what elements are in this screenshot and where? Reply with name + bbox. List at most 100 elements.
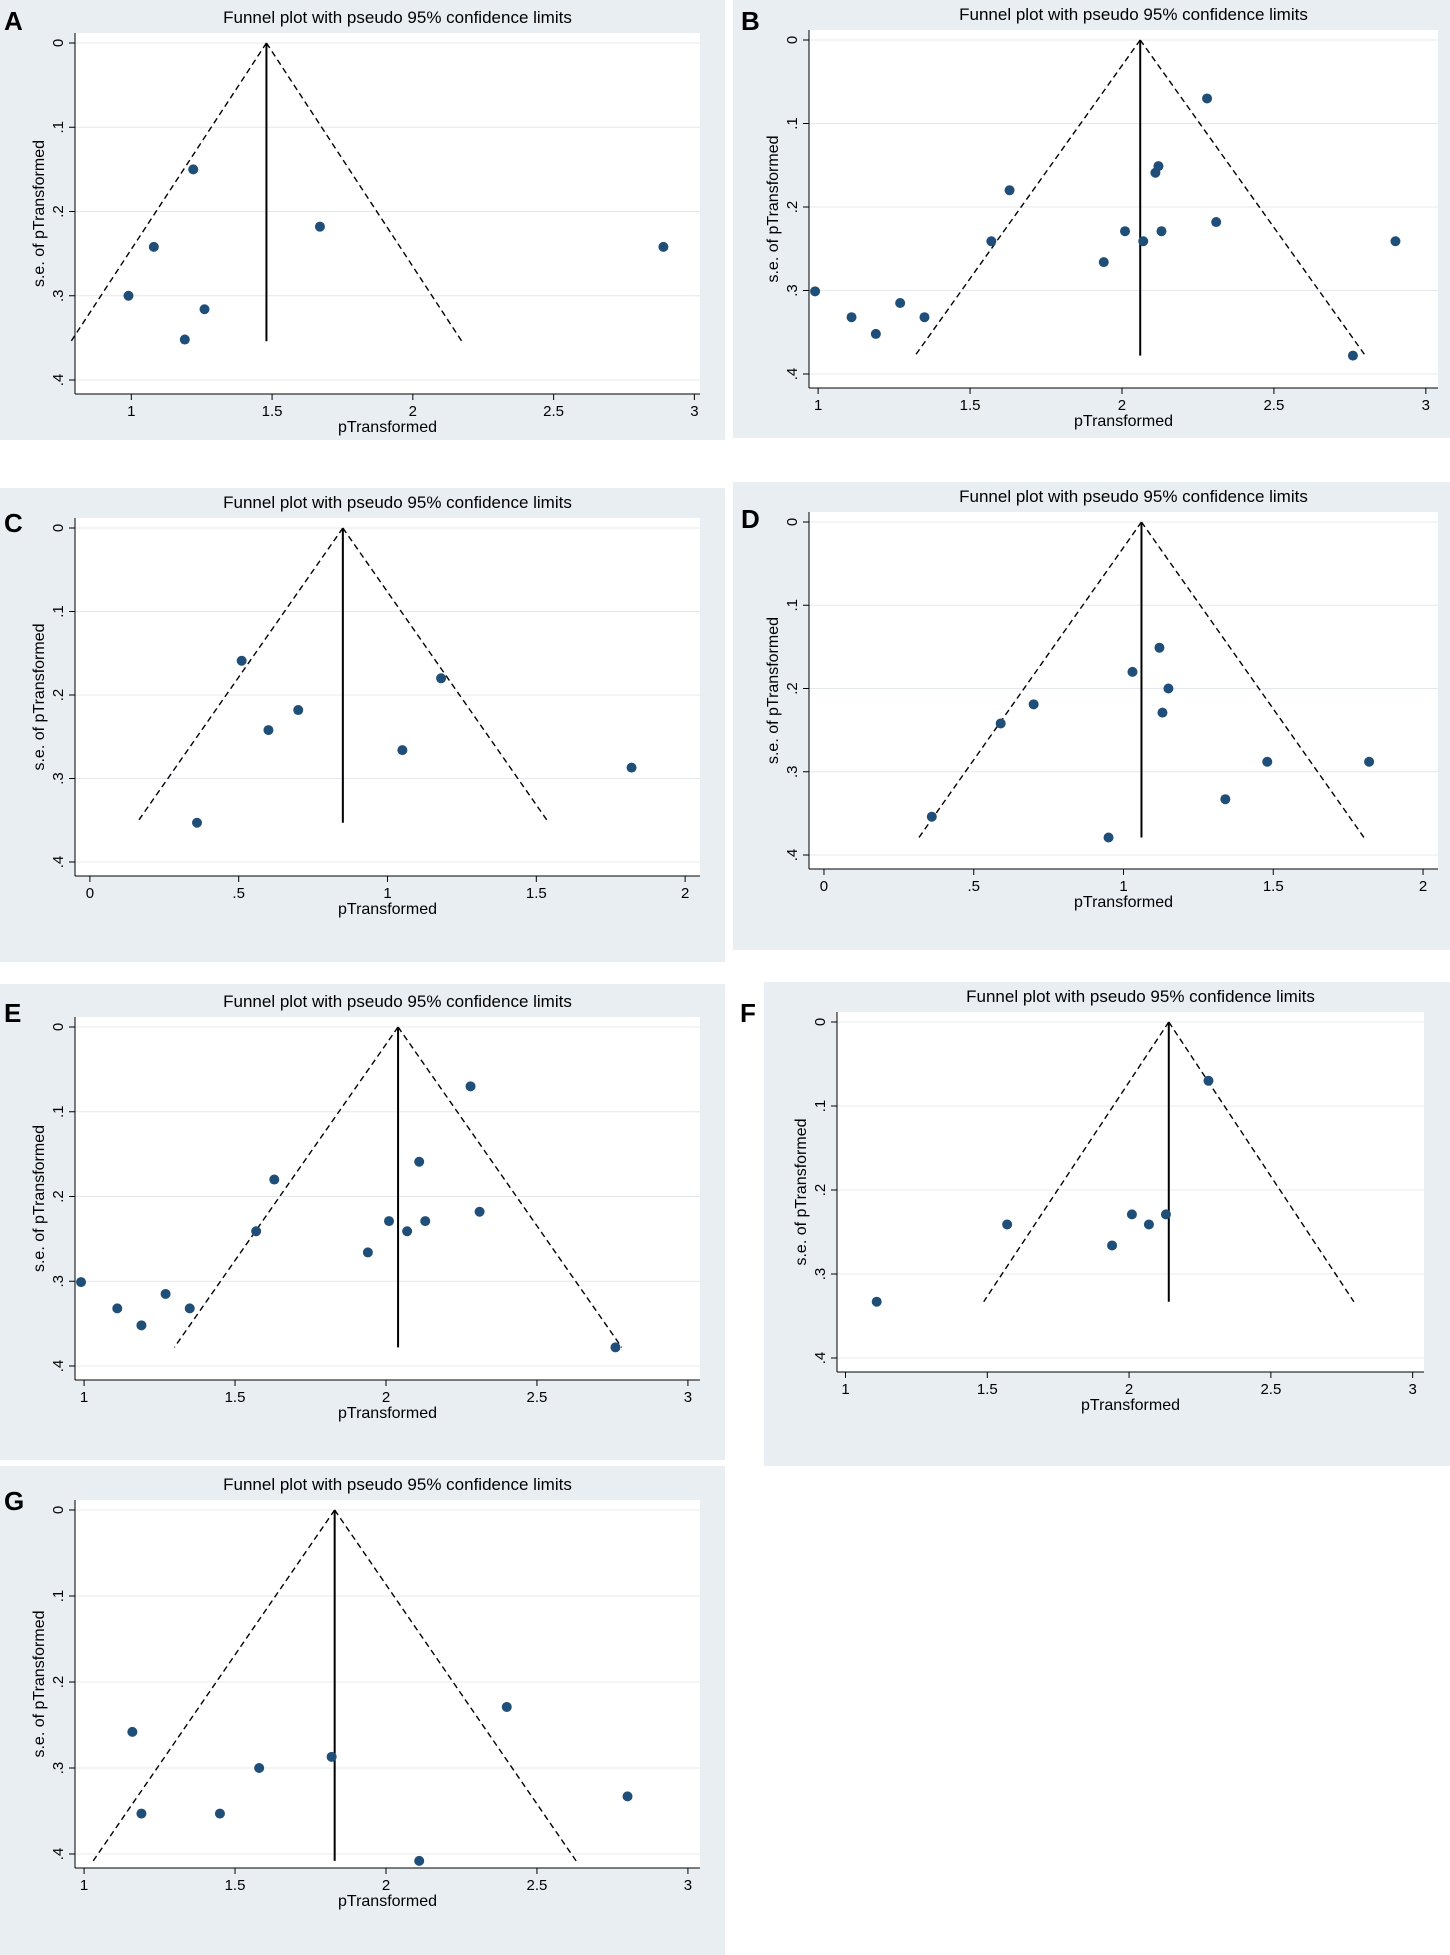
y-tick-label: .2	[50, 1676, 67, 1689]
y-axis-label: s.e. of pTransformed	[31, 1610, 48, 1757]
data-point	[148, 241, 159, 252]
data-point	[1153, 161, 1164, 172]
data-point	[1107, 1240, 1118, 1251]
data-point	[870, 328, 881, 339]
y-tick-label: .2	[784, 201, 801, 214]
x-axis-label: pTransformed	[1081, 1397, 1180, 1414]
y-tick-label: .4	[50, 374, 67, 387]
data-point	[871, 1296, 882, 1307]
y-tick-label: .3	[812, 1268, 829, 1281]
y-tick-label: 0	[50, 39, 67, 47]
data-point	[160, 1288, 171, 1299]
lower-confidence-limit	[173, 1026, 399, 1348]
data-point	[184, 1303, 195, 1314]
x-tick-label: 2	[681, 885, 689, 902]
plot-area	[75, 1017, 700, 1380]
data-point	[199, 304, 210, 315]
data-point	[1364, 756, 1375, 767]
data-point	[236, 655, 247, 666]
x-tick-label: 2.5	[1260, 1381, 1281, 1398]
lower-confidence-limit	[92, 1509, 336, 1862]
x-tick-label: 2	[382, 1389, 390, 1406]
plot-area	[75, 33, 700, 394]
x-tick-label: 1	[841, 1381, 849, 1398]
data-point	[501, 1701, 512, 1712]
x-tick-label: 2.5	[527, 1389, 548, 1406]
y-axis-label: s.e. of pTransformed	[31, 140, 48, 287]
data-point	[610, 1342, 621, 1353]
y-tick-label: .4	[50, 1848, 67, 1861]
x-tick-label: 1.5	[960, 397, 981, 414]
x-tick-label: 1	[383, 885, 391, 902]
panel-label: C	[4, 508, 23, 538]
upper-confidence-limit	[334, 1509, 577, 1862]
data-point	[1103, 832, 1114, 843]
data-point	[926, 811, 937, 822]
y-axis-label: s.e. of pTransformed	[765, 135, 782, 282]
data-point	[1154, 642, 1165, 653]
panel-label: G	[4, 1486, 25, 1516]
y-tick-label: .3	[784, 284, 801, 297]
data-point	[995, 718, 1006, 729]
x-tick-label: 2	[1419, 878, 1427, 895]
x-tick-label: 3	[1422, 397, 1430, 414]
y-tick-label: .3	[50, 772, 67, 785]
chart-title: Funnel plot with pseudo 95% confidence l…	[223, 1475, 572, 1494]
y-tick-label: .1	[50, 1105, 67, 1118]
data-point	[622, 1791, 633, 1802]
data-point	[293, 705, 304, 716]
data-point	[1211, 217, 1222, 228]
data-point	[314, 221, 325, 232]
upper-confidence-limit	[1140, 521, 1365, 838]
x-tick-label: 1.5	[225, 1877, 246, 1894]
data-point	[1126, 1209, 1137, 1220]
x-axis-label: pTransformed	[338, 901, 437, 918]
y-tick-label: .2	[50, 205, 67, 218]
x-tick-label: 2	[409, 403, 417, 420]
x-tick-label: 3	[684, 1877, 692, 1894]
panel-c: C Funnel plot with pseudo 95% confidence…	[0, 488, 725, 962]
panel-label: E	[4, 998, 22, 1028]
x-tick-label: 2	[1118, 397, 1126, 414]
y-tick-label: .1	[812, 1100, 829, 1113]
data-point	[1156, 226, 1167, 237]
panel-label: B	[741, 6, 760, 36]
data-point	[465, 1081, 476, 1092]
lower-confidence-limit	[914, 39, 1141, 357]
y-tick-label: .1	[50, 121, 67, 134]
x-tick-label: 1.5	[262, 403, 283, 420]
data-point	[362, 1247, 373, 1258]
x-tick-label: 1	[80, 1389, 88, 1406]
data-point	[384, 1216, 395, 1227]
data-point	[1138, 236, 1149, 247]
lower-confidence-limit	[918, 521, 1143, 838]
y-tick-label: 0	[784, 36, 801, 44]
y-tick-label: .2	[812, 1184, 829, 1197]
data-point	[895, 298, 906, 309]
x-tick-label: 1	[1119, 878, 1127, 895]
y-tick-label: .3	[784, 765, 801, 778]
lower-confidence-limit	[983, 1021, 1170, 1303]
x-tick-label: 0	[86, 885, 94, 902]
x-tick-label: 1.5	[225, 1389, 246, 1406]
y-tick-label: 0	[812, 1018, 829, 1026]
data-point	[214, 1808, 225, 1819]
data-point	[846, 312, 857, 323]
chart-title: Funnel plot with pseudo 95% confidence l…	[966, 987, 1315, 1006]
x-tick-label: 2	[1125, 1381, 1133, 1398]
y-axis-label: s.e. of pTransformed	[31, 623, 48, 770]
y-tick-label: .1	[784, 599, 801, 612]
data-point	[1028, 699, 1039, 710]
panel-label: A	[4, 6, 23, 36]
data-point	[986, 236, 997, 247]
data-point	[810, 286, 821, 297]
y-tick-label: .2	[50, 1190, 67, 1203]
data-point	[127, 1726, 138, 1737]
data-point	[326, 1751, 337, 1762]
data-point	[263, 725, 274, 736]
panel-b: B Funnel plot with pseudo 95% confidence…	[733, 0, 1450, 438]
data-point	[1262, 756, 1273, 767]
x-tick-label: .5	[232, 885, 245, 902]
data-point	[1347, 350, 1358, 361]
